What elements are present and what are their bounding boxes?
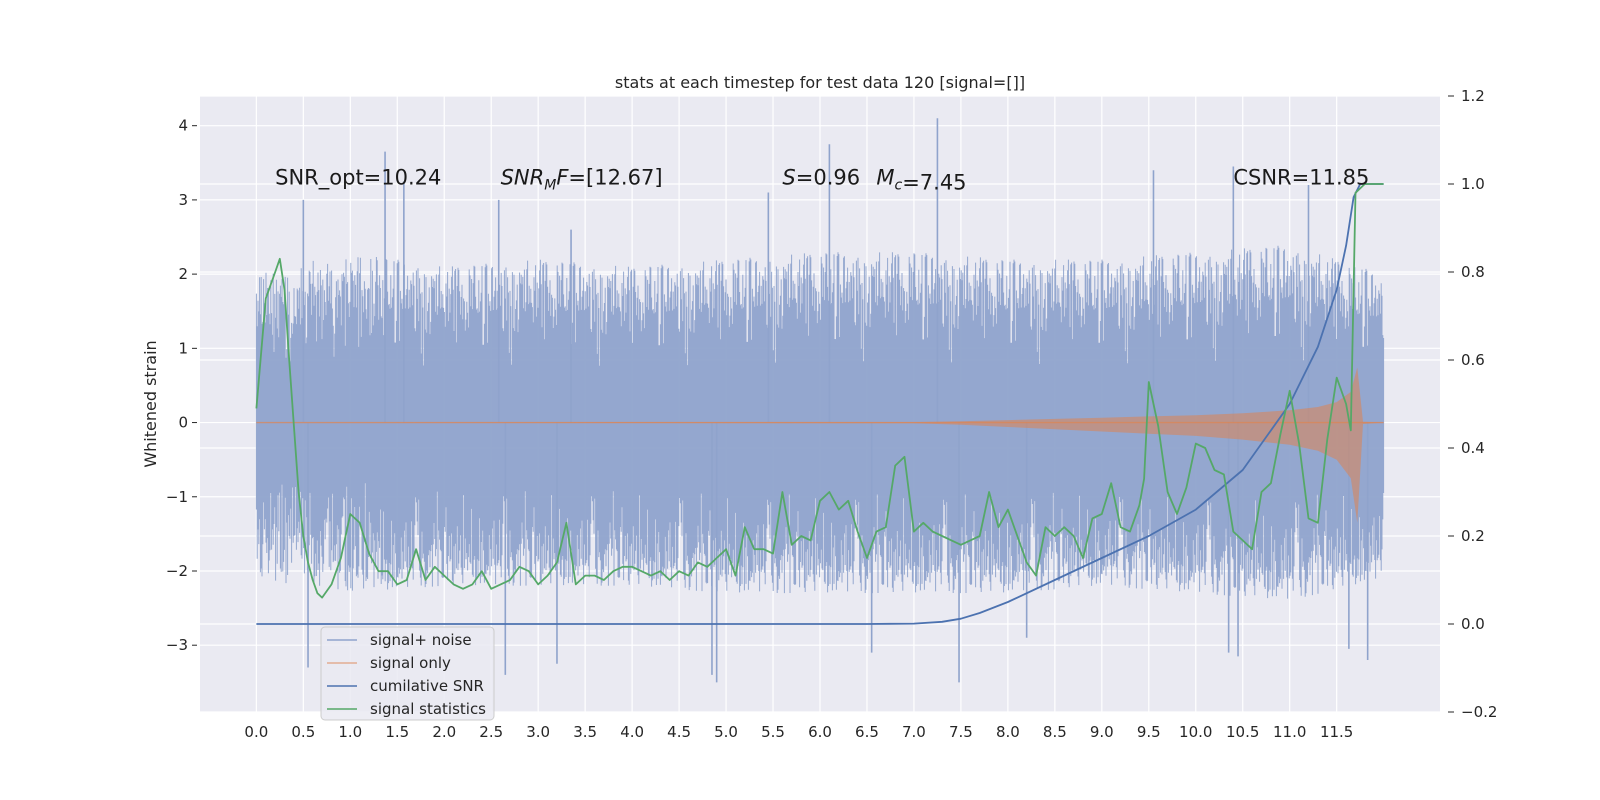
x-tick-label-1: 0.5 bbox=[291, 723, 315, 741]
y2-tick-label-4: 0.6 bbox=[1461, 351, 1485, 369]
x-tick-label-19: 9.5 bbox=[1137, 723, 1161, 741]
x-tick-label-7: 3.5 bbox=[573, 723, 597, 741]
y2-tick-label-5: 0.8 bbox=[1461, 263, 1485, 281]
y2-tick-label-7: 1.2 bbox=[1461, 87, 1485, 105]
y2-tick-label-3: 0.4 bbox=[1461, 439, 1485, 457]
signal-statistics-line bbox=[255, 183, 1384, 599]
x-tick-label-10: 5.0 bbox=[714, 723, 738, 741]
x-tick-label-3: 1.5 bbox=[385, 723, 409, 741]
y-tick-label-0: −3 bbox=[166, 636, 188, 654]
annotation-2: S=0.96 bbox=[782, 166, 860, 190]
y-tick-label-2: −1 bbox=[166, 488, 188, 506]
x-tick-label-13: 6.5 bbox=[855, 723, 879, 741]
legend-label-signal-statistics: signal statistics bbox=[370, 700, 486, 718]
x-tick-label-23: 11.5 bbox=[1320, 723, 1353, 741]
x-tick-label-5: 2.5 bbox=[479, 723, 503, 741]
annotation-4: CSNR=11.85 bbox=[1233, 166, 1369, 190]
line-series bbox=[255, 183, 1384, 625]
y-tick-label-4: 1 bbox=[178, 339, 188, 357]
legend-label-signal-only: signal only bbox=[370, 654, 451, 672]
y-tick-label-7: 4 bbox=[178, 117, 188, 135]
x-tick-label-17: 8.5 bbox=[1043, 723, 1067, 741]
x-tick-label-4: 2.0 bbox=[432, 723, 456, 741]
y-tick-label-1: −2 bbox=[166, 562, 188, 580]
x-tick-label-6: 3.0 bbox=[526, 723, 550, 741]
x-tick-label-0: 0.0 bbox=[244, 723, 268, 741]
y2-tick-label-0: −0.2 bbox=[1461, 703, 1497, 721]
annotations: SNR_opt=10.24 SNRMF=[12.67] S=0.96 Mc=7.45 C… bbox=[275, 166, 1369, 195]
legend-label-cumulative-snr: cumilative SNR bbox=[370, 677, 484, 695]
legend: signal+ noise signal only cumilative SNR… bbox=[320, 626, 495, 721]
y2-tick-label-2: 0.2 bbox=[1461, 527, 1485, 545]
x-tick-label-2: 1.0 bbox=[338, 723, 362, 741]
annotation-1: SNRMF=[12.67] bbox=[501, 166, 663, 194]
chart-title: stats at each timestep for test data 120… bbox=[615, 73, 1025, 92]
y-axis-label: Whitened strain bbox=[141, 340, 160, 467]
x-tick-label-21: 10.5 bbox=[1226, 723, 1259, 741]
y-tick-label-6: 3 bbox=[178, 191, 188, 209]
legend-label-signal-noise: signal+ noise bbox=[370, 631, 472, 649]
y2-tick-label-1: 0.0 bbox=[1461, 615, 1485, 633]
x-tick-label-16: 8.0 bbox=[996, 723, 1020, 741]
y-tick-label-5: 2 bbox=[178, 265, 188, 283]
x-tick-label-20: 10.0 bbox=[1179, 723, 1212, 741]
annotation-3: Mc=7.45 bbox=[876, 166, 966, 195]
y2-tick-label-6: 1.0 bbox=[1461, 175, 1485, 193]
y-tick-label-3: 0 bbox=[178, 414, 188, 432]
x-tick-label-15: 7.5 bbox=[949, 723, 973, 741]
annotation-0: SNR_opt=10.24 bbox=[275, 166, 441, 191]
signal-only-series bbox=[256, 367, 1384, 523]
x-tick-label-9: 4.5 bbox=[667, 723, 691, 741]
x-tick-label-18: 9.0 bbox=[1090, 723, 1114, 741]
tick-labels: 0.0 0.5 1.0 1.5 2.0 2.5 3.0 3.5 4.0 4.5 5.0 5.5 6.0 6… bbox=[166, 87, 1498, 741]
x-tick-label-11: 5.5 bbox=[761, 723, 785, 741]
x-tick-label-14: 7.0 bbox=[902, 723, 926, 741]
cumulative-snr-line bbox=[256, 183, 1384, 625]
x-tick-label-22: 11.0 bbox=[1273, 723, 1306, 741]
x-tick-label-8: 4.0 bbox=[620, 723, 644, 741]
legend-box bbox=[320, 626, 495, 721]
x-tick-label-12: 6.0 bbox=[808, 723, 832, 741]
